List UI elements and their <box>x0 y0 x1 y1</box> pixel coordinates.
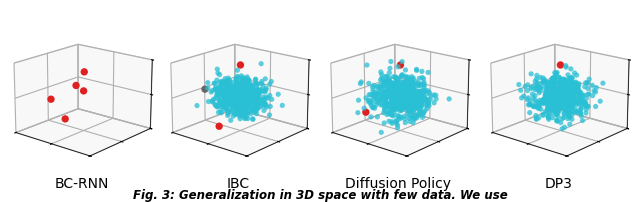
Text: Diffusion Policy: Diffusion Policy <box>346 176 451 190</box>
Text: Fig. 3: Generalization in 3D space with few data. We use: Fig. 3: Generalization in 3D space with … <box>132 188 508 201</box>
Text: BC-RNN: BC-RNN <box>54 176 109 190</box>
Text: IBC: IBC <box>227 176 250 190</box>
Text: DP3: DP3 <box>545 176 572 190</box>
